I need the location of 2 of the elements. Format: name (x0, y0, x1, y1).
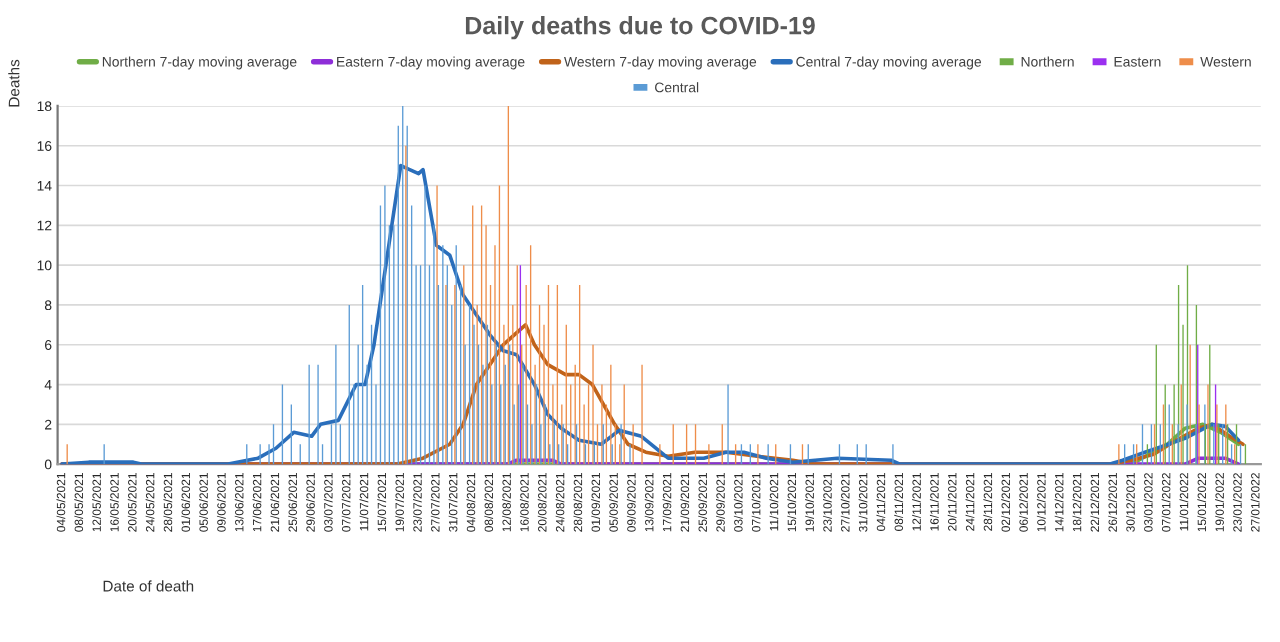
chart-title: Daily deaths due to COVID-19 (465, 16, 815, 40)
line-series (60, 163, 1241, 465)
